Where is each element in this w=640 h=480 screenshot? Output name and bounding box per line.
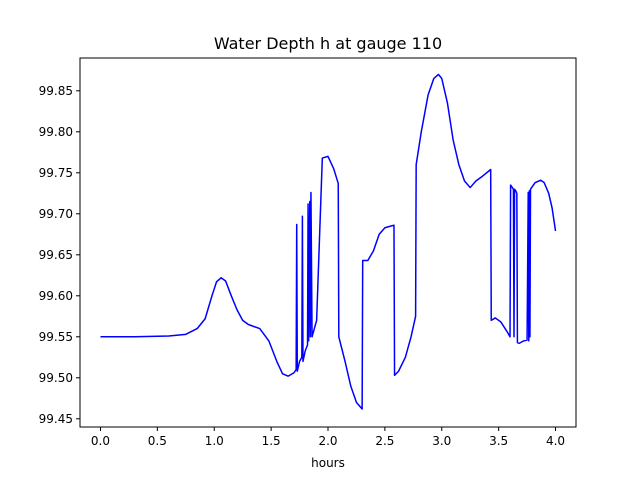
y-tick-label: 99.75 bbox=[39, 166, 73, 180]
y-axis: 99.45 99.50 99.55 99.60 99.65 99.70 99.75 99.80… bbox=[39, 84, 80, 426]
plot-frame bbox=[79, 57, 577, 428]
y-tick-label: 99.50 bbox=[39, 371, 73, 385]
series-line-0 bbox=[100, 73, 557, 410]
y-tick-label: 99.60 bbox=[39, 289, 73, 303]
y-tick-label: 99.55 bbox=[39, 330, 73, 344]
x-tick-label: 3.5 bbox=[489, 434, 508, 448]
y-tick-label: 99.65 bbox=[39, 248, 73, 262]
x-tick-label: 1.0 bbox=[205, 434, 224, 448]
x-tick-label: 4.0 bbox=[546, 434, 565, 448]
x-tick-label: 1.5 bbox=[262, 434, 281, 448]
x-axis-label: hours bbox=[311, 456, 345, 470]
y-tick-label: 99.70 bbox=[39, 207, 73, 221]
x-tick-label: 2.5 bbox=[375, 434, 394, 448]
y-tick-label: 99.45 bbox=[39, 412, 73, 426]
y-tick-label: 99.80 bbox=[39, 125, 73, 139]
y-tick-label: 99.85 bbox=[39, 84, 73, 98]
x-axis: 0.0 0.5 1.0 1.5 2.0 2.5 3.0 3.5 4.0 bbox=[91, 427, 565, 448]
x-tick-label: 0.5 bbox=[148, 434, 167, 448]
plot-area bbox=[79, 57, 577, 428]
chart-title: Water Depth h at gauge 110 bbox=[214, 34, 442, 53]
x-tick-label: 3.0 bbox=[432, 434, 451, 448]
x-tick-label: 2.0 bbox=[318, 434, 337, 448]
x-tick-label: 0.0 bbox=[91, 434, 110, 448]
